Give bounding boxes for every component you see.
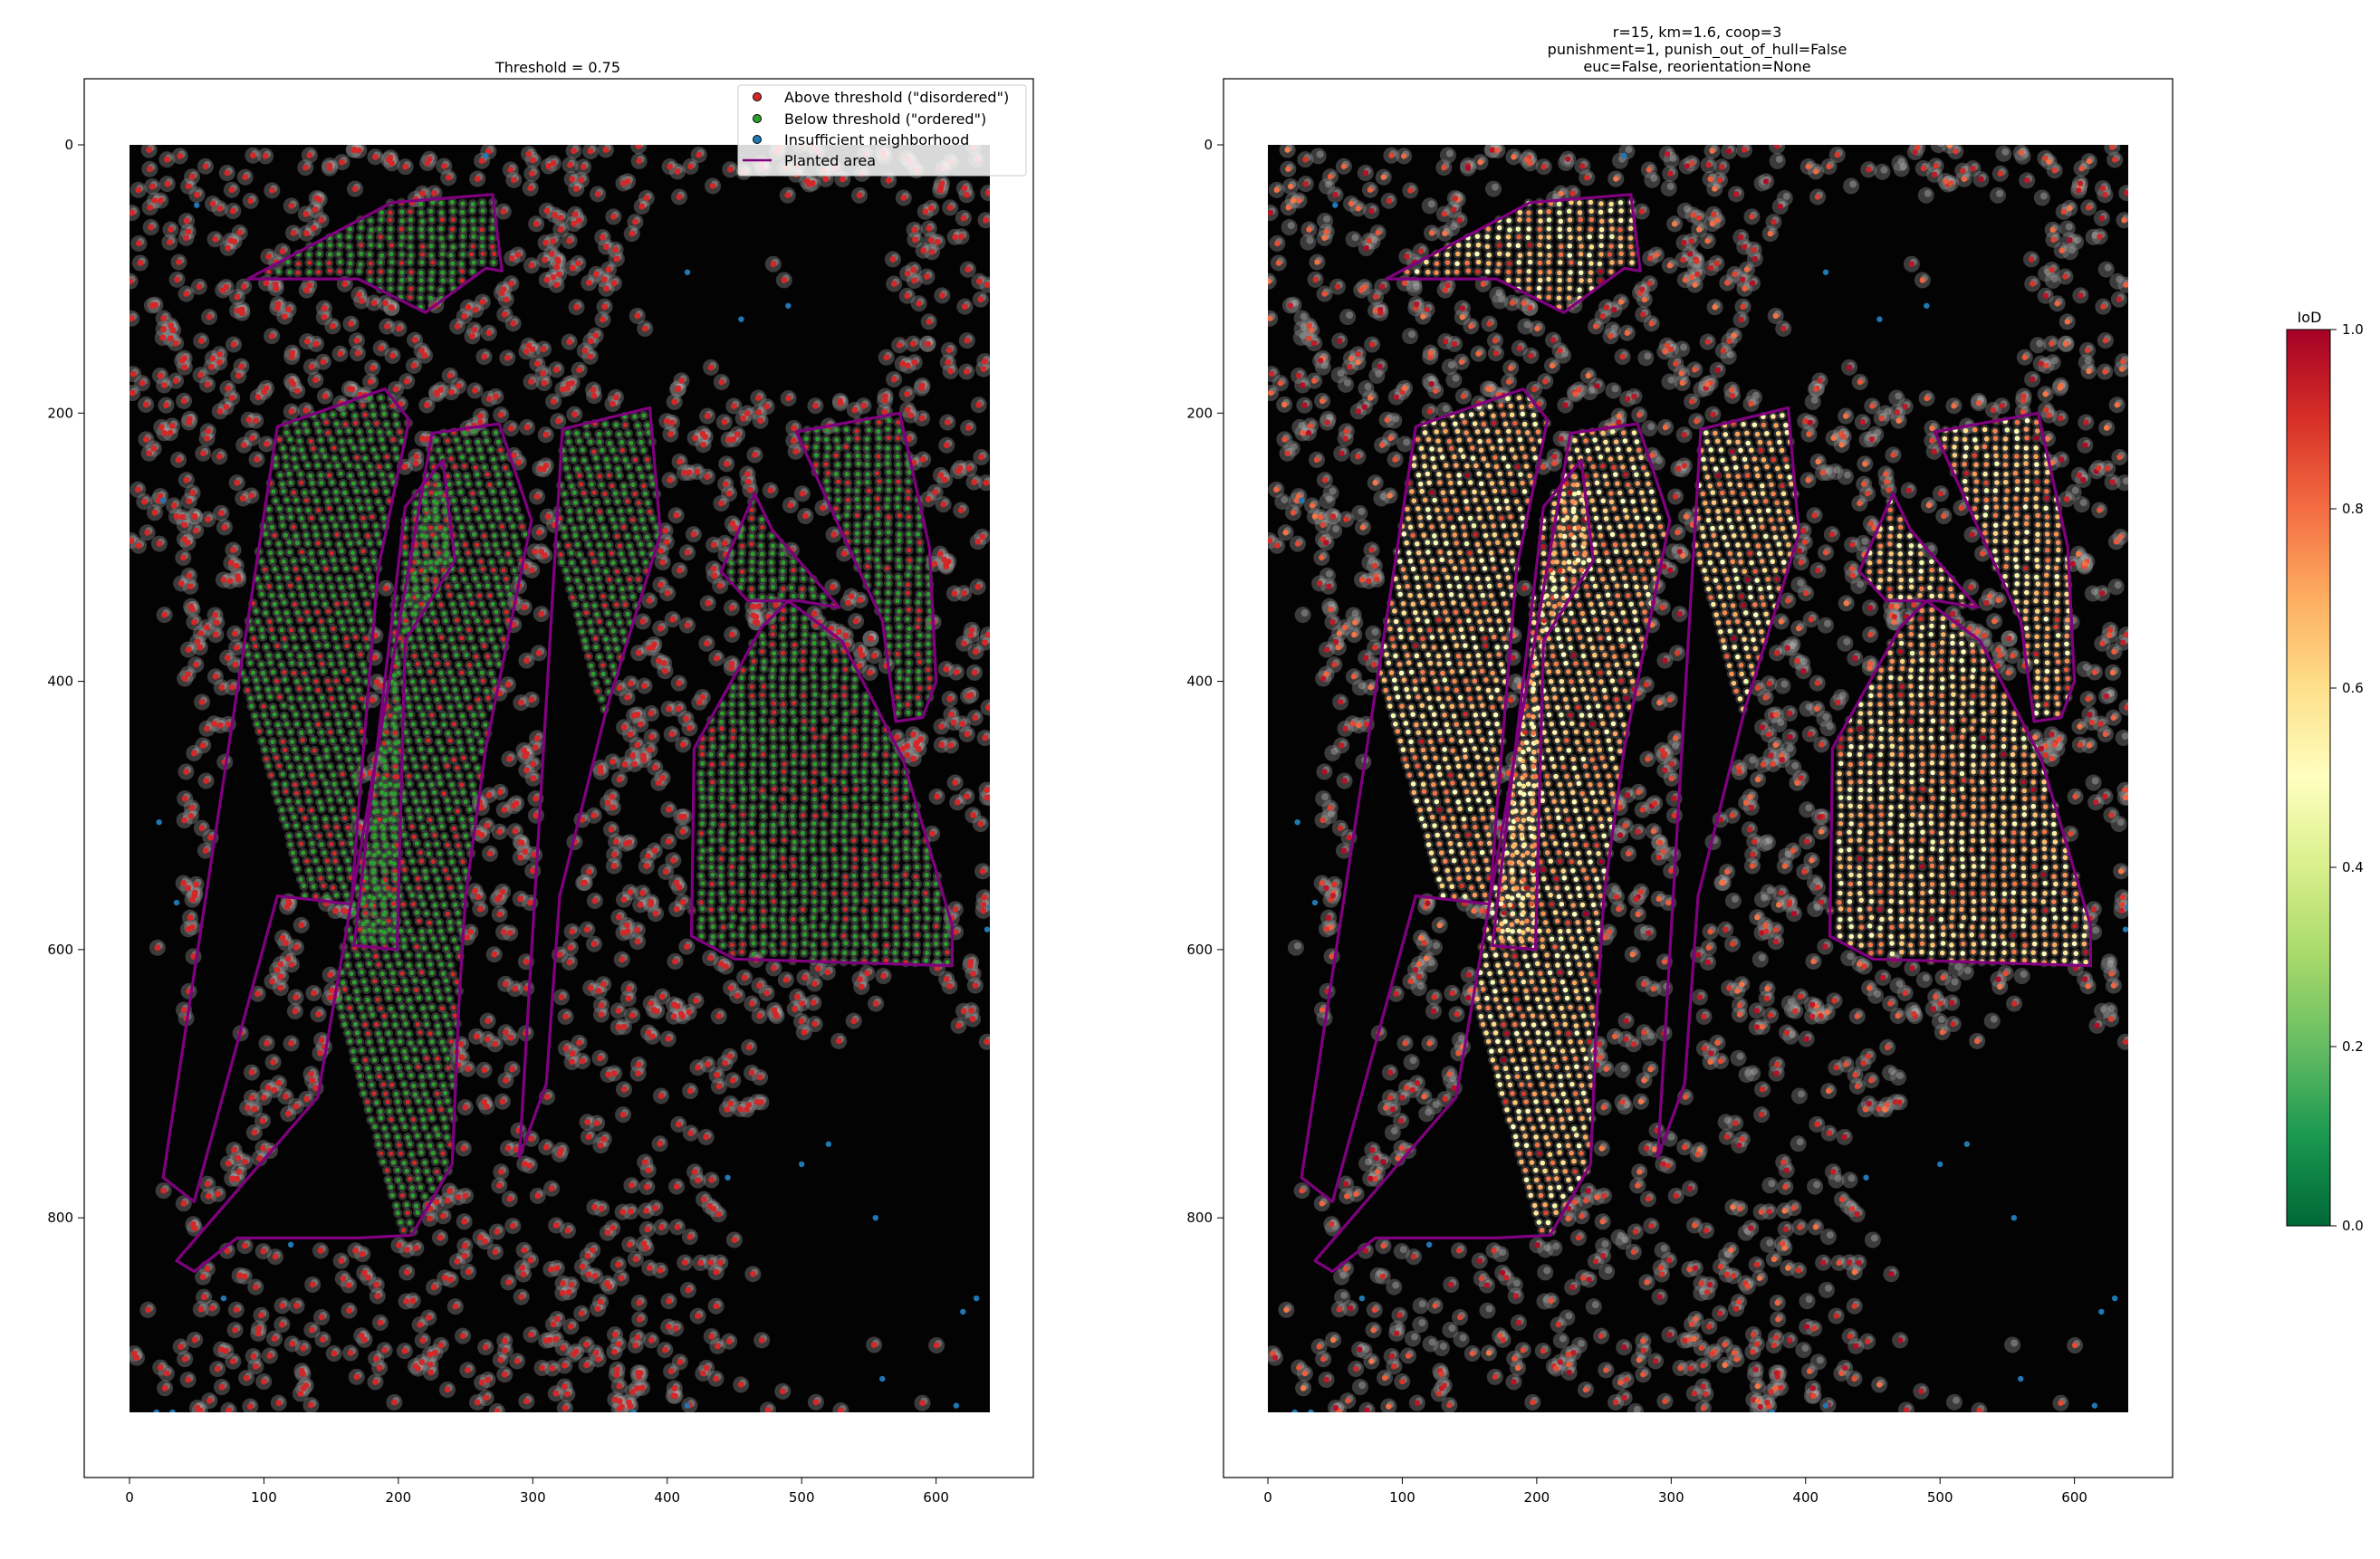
left-chart-title: Threshold = 0.75	[494, 59, 620, 76]
left-axes-frame	[83, 78, 1034, 1478]
left-scatter-panel: Threshold = 0.75 0 100 200 300 400 500 600 020…	[47, 59, 1034, 1506]
